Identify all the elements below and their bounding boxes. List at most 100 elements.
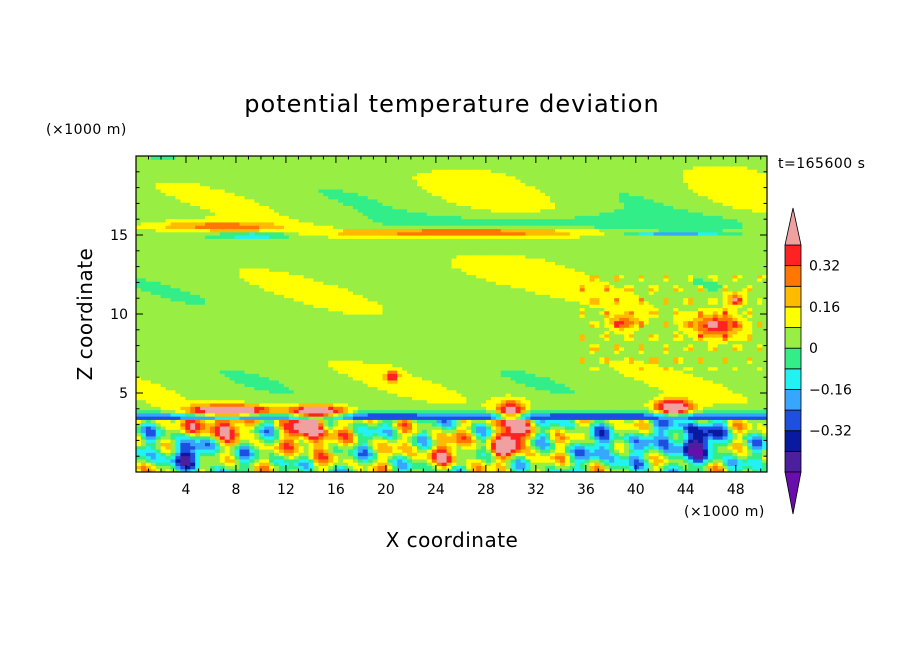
field-cell (298, 350, 305, 355)
field-cell (416, 448, 423, 453)
field-cell (673, 416, 679, 420)
field-cell (481, 389, 487, 394)
field-cell (200, 442, 206, 447)
field-cell (185, 416, 191, 420)
field-cell (574, 343, 581, 348)
field-cell (717, 369, 724, 374)
field-cell (234, 442, 241, 447)
field-cell (338, 353, 344, 358)
field-cell (663, 425, 670, 430)
field-cell (431, 379, 438, 384)
field-cell (747, 409, 753, 414)
field-cell (648, 419, 655, 424)
field-cell (412, 369, 418, 374)
field-cell (362, 399, 369, 404)
field-cell (648, 455, 655, 460)
field-cell (579, 373, 586, 378)
field-cell (446, 465, 453, 470)
field-cell (343, 346, 349, 351)
field-cell (643, 412, 650, 417)
field-cell (648, 369, 655, 374)
field-cell (545, 452, 551, 457)
field-cell (155, 350, 162, 355)
field-cell (604, 366, 610, 371)
field-cell (559, 353, 566, 358)
field-cell (155, 448, 162, 453)
field-cell (229, 343, 236, 348)
field-cell (205, 455, 211, 460)
field-cell (352, 412, 359, 417)
field-cell (175, 363, 181, 368)
field-cell (633, 425, 640, 430)
field-cell (742, 465, 748, 470)
field-cell (357, 445, 364, 450)
field-cell (712, 409, 719, 414)
field-cell (619, 386, 625, 391)
field-cell (658, 366, 665, 371)
field-cell (323, 389, 329, 394)
field-cell (633, 442, 640, 447)
field-cell (338, 458, 344, 463)
field-cell (200, 452, 206, 457)
field-cell (175, 432, 181, 437)
field-cell (584, 346, 591, 351)
field-cell (229, 402, 236, 407)
field-cell (441, 425, 448, 430)
field-cell (461, 458, 467, 463)
field-cell (249, 360, 255, 364)
field-cell (367, 439, 374, 443)
field-cell (520, 439, 527, 443)
field-cell (520, 399, 527, 404)
field-cell (313, 425, 319, 430)
field-cell (456, 376, 462, 381)
field-cell (412, 455, 418, 460)
field-cell (525, 429, 531, 434)
field-cell (550, 425, 556, 430)
field-cell (372, 343, 379, 348)
field-cell (688, 455, 694, 460)
field-cell (609, 442, 615, 447)
field-cell (140, 343, 147, 348)
field-cell (175, 412, 181, 417)
field-cell (392, 399, 398, 404)
field-cell (702, 435, 709, 440)
field-cell (668, 416, 674, 420)
field-cell (663, 402, 670, 407)
field-cell (525, 468, 531, 472)
field-cell (574, 435, 581, 440)
field-cell (648, 389, 655, 394)
field-cell (535, 343, 541, 348)
field-cell (722, 445, 729, 450)
field-cell (737, 383, 743, 388)
field-cell (214, 432, 221, 437)
field-cell (742, 366, 748, 371)
field-cell (357, 425, 364, 430)
field-cell (441, 343, 448, 348)
field-cell (357, 363, 364, 368)
field-cell (658, 353, 665, 358)
field-cell (313, 363, 319, 368)
field-cell (165, 373, 172, 378)
field-cell (313, 350, 319, 355)
field-cell (269, 379, 275, 384)
field-cell (451, 389, 458, 394)
field-cell (693, 448, 699, 453)
field-cell (150, 346, 157, 351)
field-cell (224, 432, 231, 437)
field-cell (308, 389, 315, 394)
field-cell (678, 442, 684, 447)
field-cell (525, 389, 531, 394)
field-cell (717, 399, 724, 404)
field-cell (569, 396, 576, 401)
field-cell (387, 442, 393, 447)
field-cell (550, 452, 556, 457)
field-cell (693, 425, 699, 430)
field-cell (293, 439, 300, 443)
field-cell (175, 452, 181, 457)
field-cell (490, 350, 497, 355)
field-cell (392, 386, 398, 391)
field-cell (707, 412, 714, 417)
field-cell (520, 458, 527, 463)
field-cell (195, 429, 201, 434)
field-cell (574, 448, 581, 453)
